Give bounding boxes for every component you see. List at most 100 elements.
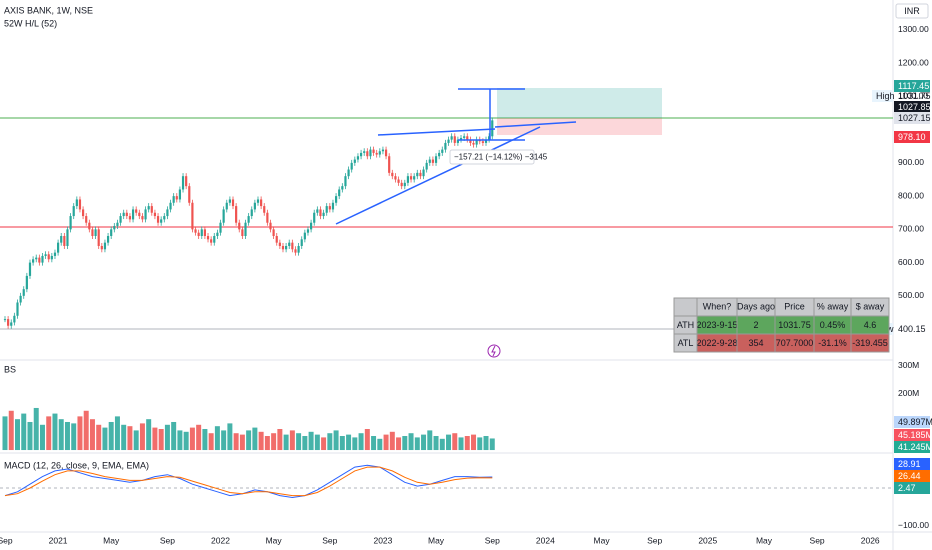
- table-cell: 0.45%: [820, 320, 846, 330]
- table-cell: 707.7000: [776, 338, 814, 348]
- volume-bar: [202, 429, 208, 451]
- candle-body: [110, 229, 113, 237]
- volume-bar: [464, 436, 470, 451]
- candle-body: [325, 206, 328, 213]
- volume-bar: [171, 421, 177, 451]
- candle-body: [88, 222, 91, 230]
- event-icon[interactable]: [487, 344, 501, 358]
- volume-bar: [383, 434, 389, 451]
- volume-bar: [2, 416, 8, 451]
- histogram-label: 2.47: [898, 483, 916, 493]
- volume-bar: [183, 431, 189, 451]
- entry-price-label: 1027.15: [898, 113, 931, 123]
- candle-body: [19, 295, 22, 303]
- candle-body: [313, 212, 316, 223]
- volume-bar: [489, 438, 495, 451]
- candle-body: [372, 149, 375, 153]
- volume-bar: [427, 430, 433, 451]
- target-price-label: 1117.45: [898, 81, 929, 91]
- volume-bar: [221, 430, 227, 451]
- volume-bar: [414, 437, 420, 451]
- label-bg: [894, 482, 930, 494]
- table-header: When?: [703, 301, 732, 311]
- candle-body: [338, 189, 341, 197]
- table-cell: ATL: [678, 338, 694, 348]
- candle-body: [194, 229, 197, 233]
- macd-title: MACD (12, 26, close, 9, EMA, EMA): [4, 460, 149, 470]
- candle-body: [216, 232, 219, 237]
- volume-bar: [396, 437, 402, 451]
- table-cell: -31.1%: [818, 338, 847, 348]
- volume-bar: [89, 419, 95, 451]
- resistance-line: [377, 128, 496, 136]
- measure-label: −157.21 (−14.12%) −3145: [454, 153, 548, 162]
- candle-body: [378, 151, 381, 155]
- candle-body: [322, 212, 325, 217]
- candle-body: [419, 172, 422, 177]
- candle-body: [222, 209, 225, 223]
- candle-body: [50, 255, 53, 260]
- candle-body: [141, 216, 144, 220]
- breakout-line: [494, 121, 577, 128]
- candle-body: [13, 315, 16, 323]
- candle-body: [235, 206, 238, 223]
- candle-body: [453, 136, 456, 143]
- candle-body: [178, 189, 182, 200]
- volume-bar: [352, 437, 358, 451]
- volume-bar: [333, 430, 339, 451]
- table-cell: 4.6: [864, 320, 877, 330]
- volume-bar: [177, 430, 183, 451]
- candle-body: [85, 216, 88, 223]
- candle-body: [459, 137, 463, 140]
- candle-body: [125, 212, 128, 217]
- candle-body: [69, 216, 72, 230]
- label-bg: [894, 429, 930, 441]
- candle-body: [363, 151, 366, 153]
- candle-body: [247, 216, 250, 223]
- volume-bar: [346, 434, 352, 451]
- volume-bar: [308, 431, 314, 451]
- candle-body: [41, 255, 44, 263]
- candle-body: [250, 209, 253, 217]
- candles: [3, 117, 494, 329]
- currency-button[interactable]: [895, 3, 929, 19]
- volume-bar: [133, 430, 139, 451]
- candle-body: [359, 152, 363, 157]
- signal-label: 26.44: [898, 471, 921, 481]
- candle-body: [294, 249, 297, 253]
- candle-body: [394, 176, 397, 180]
- candle-body: [225, 202, 228, 210]
- candle-body: [113, 226, 116, 230]
- candle-body: [131, 209, 135, 220]
- volume-title: BS: [4, 364, 16, 374]
- candle-body: [66, 229, 69, 246]
- candle-body: [416, 172, 419, 177]
- price-tick-label: 700.00: [898, 224, 924, 234]
- time-tick-label: May: [756, 535, 773, 545]
- volume-bar: [139, 423, 145, 451]
- label-bg: [894, 101, 930, 113]
- event-bolt: [491, 345, 496, 357]
- candle-body: [400, 182, 403, 187]
- candle-body: [25, 275, 28, 290]
- price-tick-label: 600.00: [898, 257, 924, 267]
- volume-bar: [33, 407, 39, 451]
- candle-body: [406, 176, 410, 183]
- volume-bar: [52, 413, 58, 451]
- candle-body: [331, 202, 335, 210]
- candle-body: [409, 176, 413, 180]
- price-tick-label: 1300.00: [898, 24, 929, 34]
- volume-bar: [108, 421, 114, 451]
- candle-body: [244, 222, 247, 237]
- currency[interactable]: INR: [904, 6, 920, 16]
- candle-body: [260, 199, 263, 207]
- candle-body: [128, 216, 132, 220]
- candle-body: [135, 209, 138, 213]
- time-tick-label: 2021: [49, 535, 68, 545]
- table-header: Price: [784, 301, 805, 311]
- candle-body: [166, 209, 169, 217]
- candle-body: [431, 159, 435, 163]
- time-tick-label: May: [266, 535, 283, 545]
- volume-bar: [296, 433, 302, 451]
